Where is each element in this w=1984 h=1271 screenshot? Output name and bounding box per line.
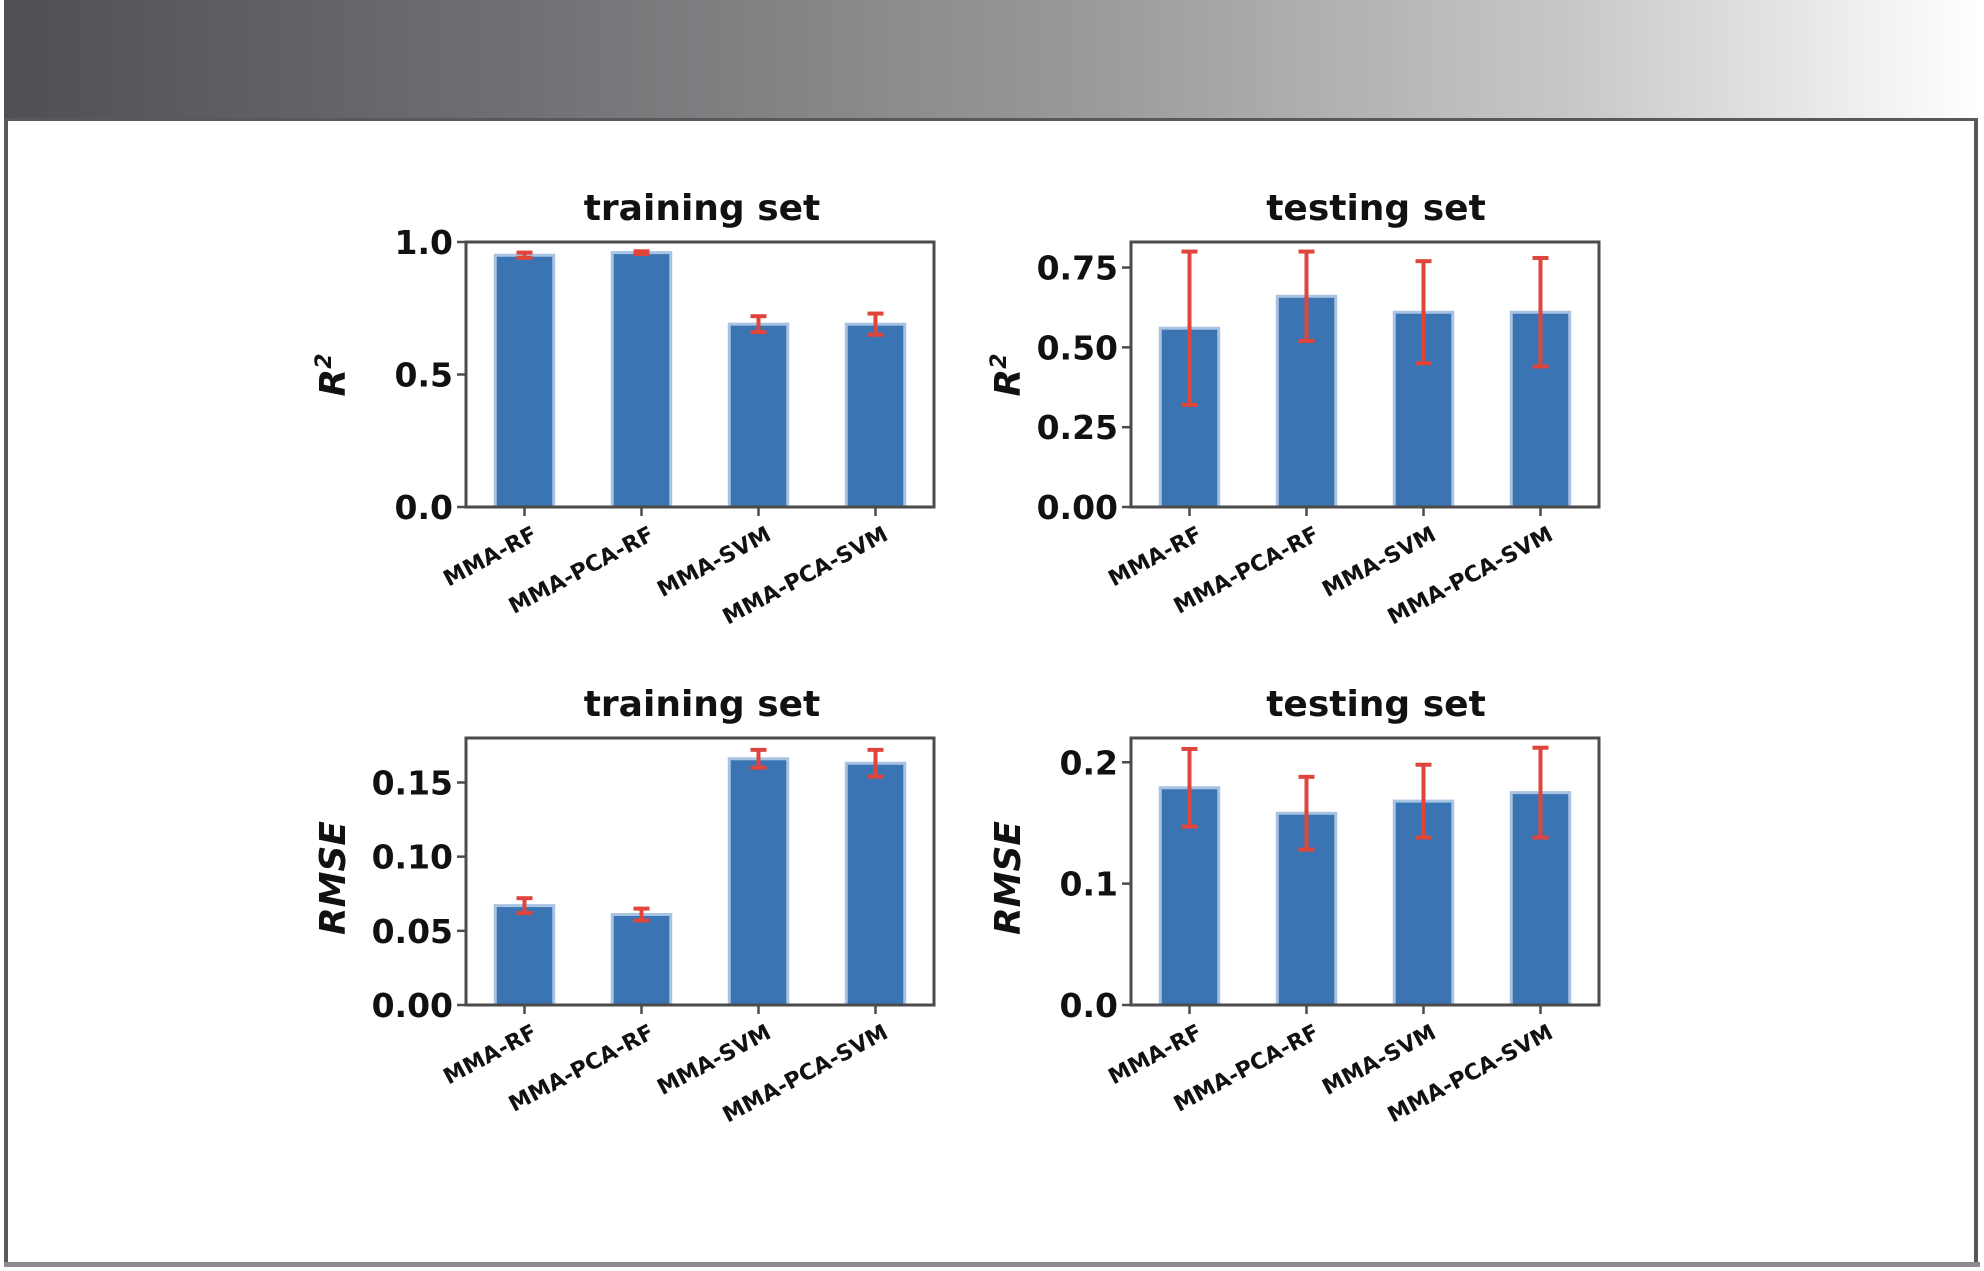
x-tick-label: MMA-RF bbox=[1105, 1020, 1207, 1090]
plot-area-frame bbox=[464, 736, 936, 1007]
y-tick-label: 0.05 bbox=[372, 912, 453, 951]
bar-mma-pca-svm bbox=[844, 322, 907, 509]
y-tick-label: 0.00 bbox=[1037, 488, 1118, 527]
figure-frame bbox=[4, 118, 1978, 1266]
y-axis-label: R2 bbox=[987, 353, 1029, 396]
chart-title: testing set bbox=[1266, 188, 1486, 229]
y-tick-label: 0.1 bbox=[1060, 865, 1118, 904]
bar-mma-pca-svm bbox=[844, 761, 907, 1007]
y-tick-label: 0.0 bbox=[395, 488, 453, 527]
chart-title: testing set bbox=[1266, 684, 1486, 725]
y-tick-label: 0.50 bbox=[1037, 328, 1118, 367]
header-bar bbox=[4, 0, 1980, 120]
y-tick-label: 0.10 bbox=[372, 838, 453, 877]
y-tick-label: 0.15 bbox=[372, 764, 453, 803]
y-tick-label: 0.5 bbox=[395, 356, 453, 395]
bar-mma-pca-rf bbox=[610, 913, 673, 1007]
bar-mma-svm bbox=[727, 322, 790, 509]
plot-area-frame bbox=[464, 240, 936, 509]
bar-mma-rf bbox=[493, 253, 556, 509]
chart-title: training set bbox=[584, 684, 821, 725]
y-tick-label: 0.75 bbox=[1037, 249, 1118, 288]
bar-mma-rf bbox=[493, 904, 556, 1007]
y-tick-label: 1.0 bbox=[395, 223, 453, 262]
y-axis-label: R2 bbox=[312, 353, 354, 396]
chart-title: training set bbox=[584, 188, 821, 229]
y-tick-label: 0.00 bbox=[372, 986, 453, 1025]
bar-mma-svm bbox=[727, 757, 790, 1007]
bar-mma-pca-rf bbox=[610, 251, 673, 509]
y-axis-label: RMSE bbox=[313, 821, 354, 935]
figure-bottom-rule bbox=[4, 1262, 1980, 1267]
plot-area-frame bbox=[1129, 240, 1601, 509]
y-tick-label: 0.25 bbox=[1037, 408, 1118, 447]
y-axis-label: RMSE bbox=[988, 821, 1029, 935]
y-tick-label: 0.0 bbox=[1060, 986, 1118, 1025]
plot-area-frame bbox=[1129, 736, 1601, 1007]
y-tick-label: 0.2 bbox=[1060, 743, 1118, 782]
x-tick-label: MMA-RF bbox=[1105, 522, 1207, 592]
x-tick-label: MMA-RF bbox=[440, 522, 542, 592]
x-tick-label: MMA-RF bbox=[440, 1020, 542, 1090]
